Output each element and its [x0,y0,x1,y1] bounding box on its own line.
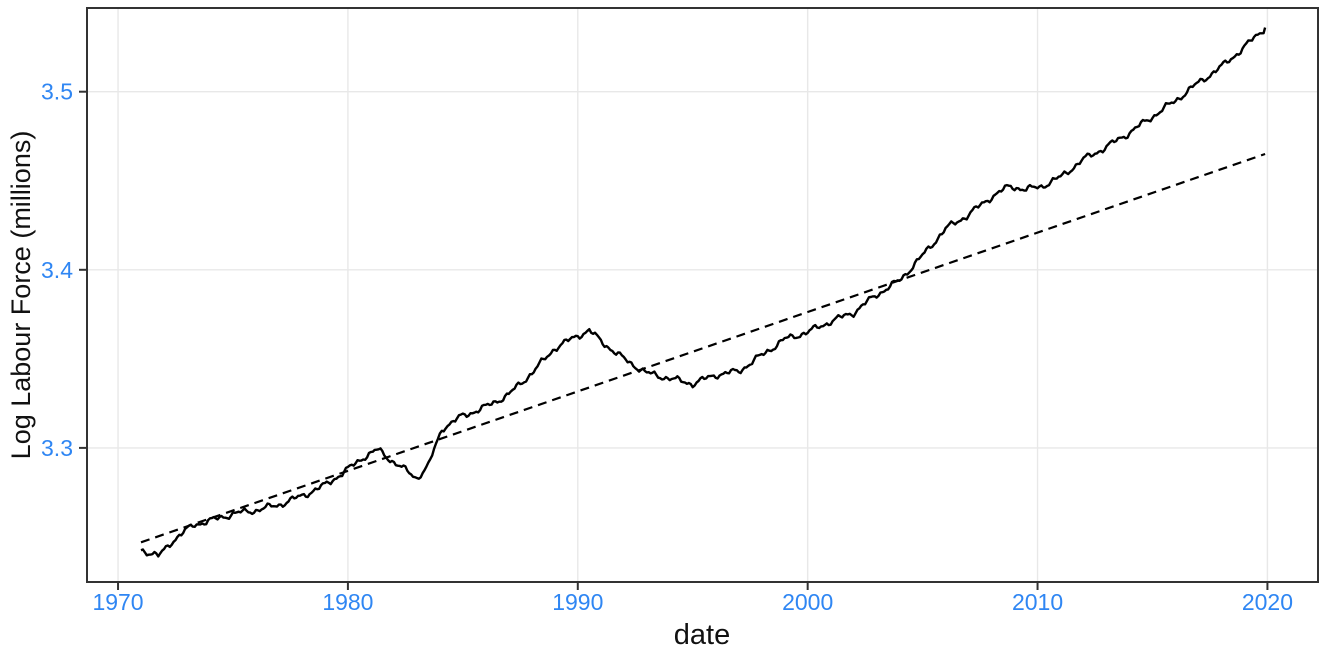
log-labour-force-line [140,27,1267,558]
series-lines [140,27,1267,558]
x-tick-label: 1980 [322,589,373,615]
panel-border [86,7,1319,583]
x-tick-label: 1970 [92,589,143,615]
linear-trend-line [140,152,1266,544]
axis-tick-marks [79,90,1269,590]
x-axis-title: date [674,619,730,651]
plot-panel [87,8,1318,582]
y-axis-title: Log Labour Force (millions) [6,131,36,460]
x-tick-label: 1990 [552,589,603,615]
y-tick-label: 3.5 [41,79,73,105]
x-tick-label: 2010 [1012,589,1063,615]
y-tick-label: 3.3 [41,435,73,461]
y-axis-tick-labels: 3.3 3.4 3.5 [41,79,73,461]
x-tick-label: 2020 [1242,589,1293,615]
x-axis-tick-labels: 1970 1980 1990 2000 2010 2020 [92,589,1293,615]
gridlines [87,8,1318,582]
y-tick-label: 3.4 [41,257,73,283]
x-tick-label: 2000 [782,589,833,615]
